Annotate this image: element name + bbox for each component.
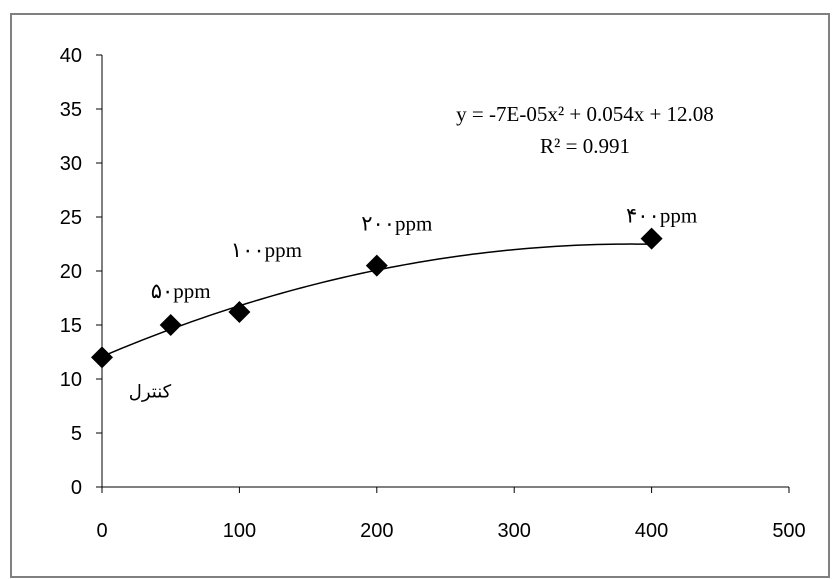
- data-points: [91, 227, 663, 369]
- data-point-marker: [365, 254, 388, 277]
- y-tick-label: 35: [60, 99, 82, 121]
- y-tick-label: 0: [71, 477, 82, 499]
- point-label: ۴۰۰ppm: [626, 204, 697, 228]
- point-label: ۱۰۰ppm: [231, 238, 302, 262]
- data-point-marker: [159, 314, 182, 336]
- x-tick-label: 200: [360, 520, 393, 542]
- x-tick-label: 400: [635, 520, 668, 542]
- data-point-marker: [640, 227, 663, 250]
- point-labels: کنترل ۵۰ppm ۱۰۰ppm ۲۰۰ppm ۴۰۰ppm: [129, 204, 697, 403]
- point-label: ۵۰ppm: [151, 279, 211, 303]
- point-label: ۲۰۰ppm: [361, 212, 432, 236]
- x-tick-label: 500: [772, 520, 805, 542]
- x-tick-label: 0: [96, 520, 107, 542]
- y-tick-label: 30: [60, 153, 82, 175]
- data-point-marker: [91, 346, 113, 369]
- x-tick-label: 300: [498, 520, 531, 542]
- y-tick-label: 5: [71, 423, 82, 445]
- data-point-marker: [228, 301, 251, 324]
- y-tick-label: 40: [60, 45, 82, 67]
- point-label: کنترل: [129, 381, 172, 402]
- chart-border: [10, 13, 830, 578]
- y-tick-label: 10: [60, 369, 82, 391]
- y-tick-label: 25: [60, 207, 82, 229]
- r-squared: R² = 0.991: [540, 134, 630, 158]
- x-tick-label: 100: [223, 520, 256, 542]
- trendline-equation: y = -7E-05x² + 0.054x + 12.08: [456, 102, 714, 126]
- y-tick-label: 20: [60, 261, 82, 283]
- y-tick-label: 15: [60, 315, 82, 337]
